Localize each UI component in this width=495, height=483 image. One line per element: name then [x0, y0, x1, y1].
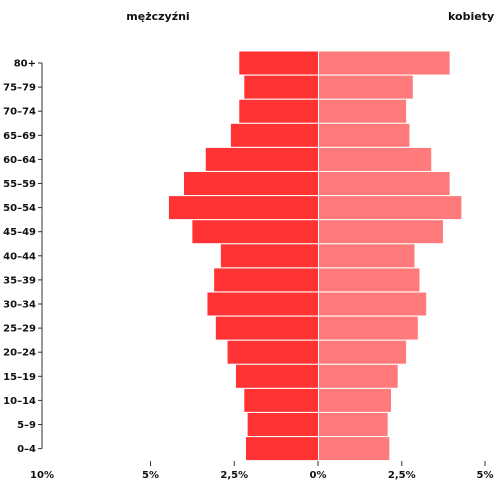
y-tick-label: 75–79	[3, 83, 36, 94]
bar-right	[319, 413, 388, 436]
bar-right	[319, 51, 450, 75]
x-tick-label: 5%	[142, 470, 159, 481]
y-tick-label: 55–59	[3, 179, 36, 190]
bar-left	[215, 316, 318, 340]
bar-left	[230, 123, 318, 147]
bar-left	[207, 292, 318, 316]
header-right: kobiety	[448, 10, 494, 23]
bar-right	[319, 340, 407, 364]
x-tick-label: 2,5%	[220, 470, 248, 481]
bar-left	[192, 220, 318, 244]
bar-right	[319, 292, 427, 316]
y-tick-label: 25–29	[3, 324, 36, 335]
y-tick-label: 65–69	[3, 131, 36, 142]
header-left: mężczyźni	[126, 10, 189, 23]
bar-right	[319, 388, 392, 412]
bar-left	[244, 75, 318, 99]
y-tick-label: 40–44	[3, 251, 36, 262]
bar-left	[247, 413, 318, 436]
x-tick-label: 2,5%	[388, 470, 416, 481]
x-tick-label: 5%	[477, 470, 494, 481]
x-tick-label: 0%	[310, 470, 327, 481]
y-tick-label: 70–74	[3, 107, 36, 118]
y-tick-label: 60–64	[3, 155, 36, 166]
y-tick-label: 45–49	[3, 227, 36, 238]
bar-right	[319, 196, 462, 220]
bar-left	[168, 196, 318, 220]
bar-left	[214, 268, 318, 292]
bar-left	[235, 364, 318, 388]
bar-right	[319, 99, 407, 123]
x-tick-label: 10%	[30, 470, 54, 481]
y-tick-label: 10–14	[3, 396, 36, 407]
y-tick-label: 35–39	[3, 275, 36, 286]
bar-right	[319, 147, 432, 171]
bar-left	[184, 172, 318, 195]
y-tick-label: 50–54	[3, 203, 36, 214]
bar-right	[319, 123, 410, 147]
y-tick-label: 5–9	[17, 420, 36, 431]
bar-right	[319, 220, 443, 244]
bar-right	[319, 316, 418, 340]
y-tick-label: 30–34	[3, 300, 36, 311]
bar-left	[220, 244, 318, 268]
bar-left	[239, 99, 318, 123]
bar-left	[245, 437, 318, 461]
bar-right	[319, 244, 415, 268]
y-tick-label: 20–24	[3, 348, 36, 359]
bar-left	[227, 340, 318, 364]
bar-right	[319, 172, 450, 195]
bar-right	[319, 364, 398, 388]
y-tick-label: 80+	[14, 59, 36, 70]
bar-left	[244, 388, 318, 412]
bar-right	[319, 437, 390, 461]
y-tick-label: 15–19	[3, 372, 36, 383]
y-tick-label: 0–4	[17, 444, 36, 455]
bar-right	[319, 268, 420, 292]
bar-left	[205, 147, 318, 171]
bar-left	[239, 51, 318, 75]
bar-right	[319, 75, 413, 99]
